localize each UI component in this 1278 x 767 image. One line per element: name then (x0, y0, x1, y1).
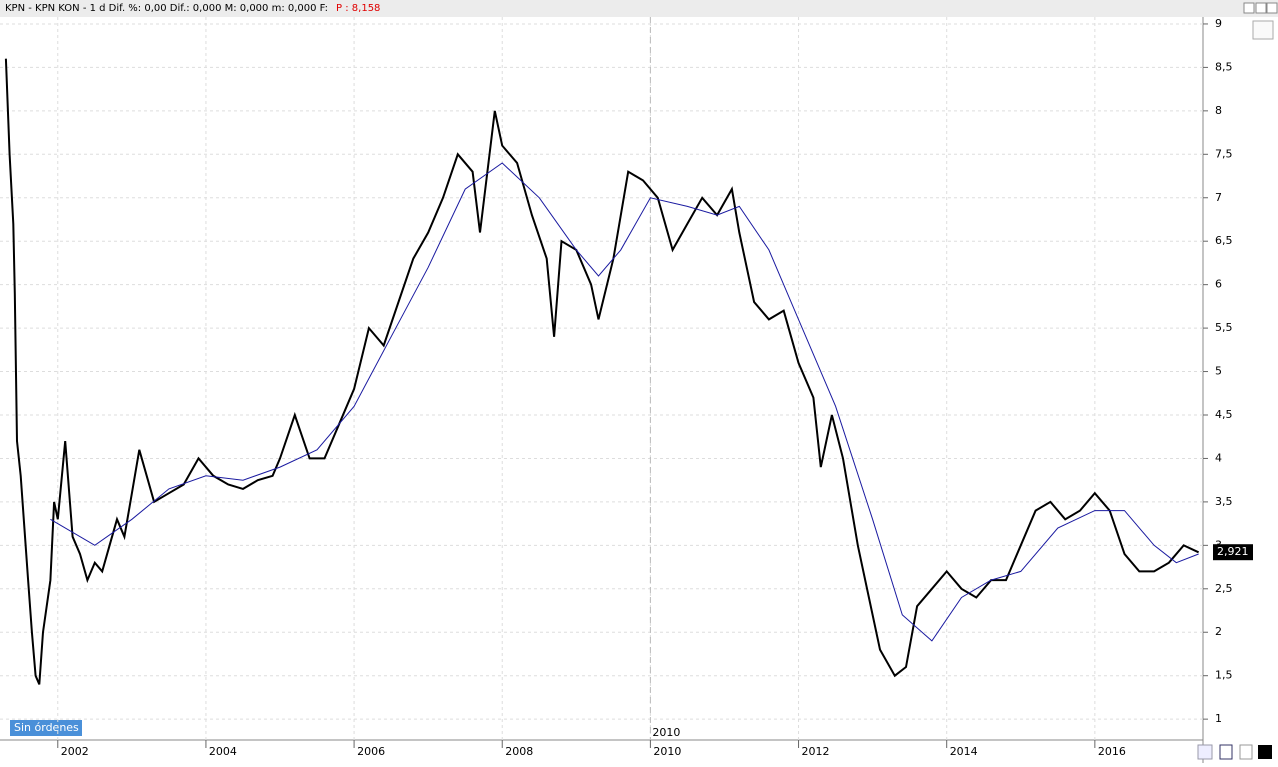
last-price-box (1213, 544, 1253, 561)
y-tick-label: 2 (1215, 625, 1222, 638)
last-price-label: 2,921 (1217, 545, 1249, 558)
y-tick-label: 4,5 (1215, 408, 1233, 421)
status-badge (10, 720, 82, 736)
y-tick-label: 8,5 (1215, 60, 1233, 73)
y-tick-label: 6 (1215, 278, 1222, 291)
plot-area (0, 17, 1203, 740)
y-tick-label: 7,5 (1215, 147, 1233, 160)
y-tick-label: 7 (1215, 191, 1222, 204)
zoom-button[interactable] (1252, 20, 1274, 40)
x-tick-label: 2010 (653, 745, 681, 758)
y-tick-label: 6,5 (1215, 234, 1233, 247)
y-tick-label: 9 (1215, 17, 1222, 30)
y-tick-label: 4 (1215, 451, 1222, 464)
x-tick-label: 2004 (209, 745, 237, 758)
x-tick-label: 2014 (950, 745, 978, 758)
y-tick-label: 8 (1215, 104, 1222, 117)
x-tick-label: 2002 (61, 745, 89, 758)
window-buttons[interactable] (1243, 2, 1278, 14)
price-line (4, 58, 1200, 685)
x-tick-label: 2008 (505, 745, 533, 758)
marker-label: 2010 (652, 726, 680, 739)
y-tick-label: 1 (1215, 712, 1222, 725)
y-tick-label: 2,5 (1215, 582, 1233, 595)
header-price: P : 8,158 (336, 3, 380, 14)
toolbar[interactable] (1197, 744, 1272, 760)
price-line (50, 162, 1199, 642)
x-tick-label: 2006 (357, 745, 385, 758)
y-tick-label: 1,5 (1215, 669, 1233, 682)
x-tick-label: 2012 (802, 745, 830, 758)
header-text: KPN - KPN KON - 1 d Dif. %: 0,00 Dif.: 0… (5, 3, 328, 14)
y-tick-label: 5,5 (1215, 321, 1233, 334)
x-tick-label: 2016 (1098, 745, 1126, 758)
y-tick-label: 5 (1215, 365, 1222, 378)
title-bar (0, 0, 1278, 17)
status-text: Sin órdenes (14, 721, 79, 734)
y-tick-label: 3,5 (1215, 495, 1233, 508)
